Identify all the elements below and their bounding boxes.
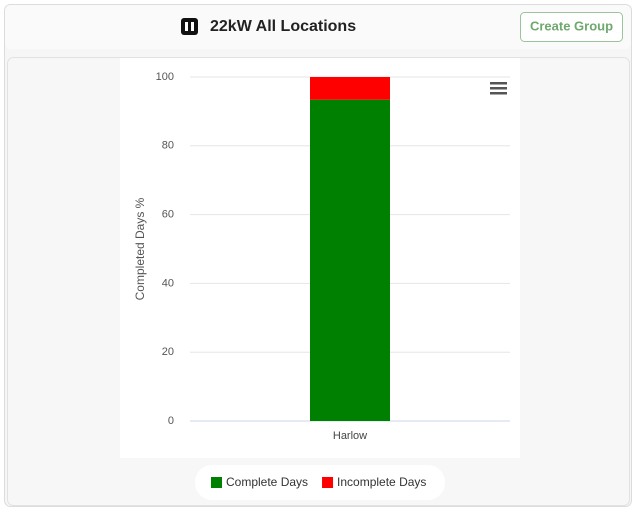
bar-segment bbox=[310, 77, 390, 100]
header-title: 22kW All Locations bbox=[210, 18, 356, 35]
legend-label: Complete Days bbox=[226, 475, 308, 489]
y-tick-label: 80 bbox=[162, 140, 174, 152]
create-group-label[interactable]: Create Group bbox=[530, 18, 613, 33]
y-axis-title: Completed Days % bbox=[133, 197, 147, 300]
legend-swatch bbox=[211, 477, 222, 488]
bar-segment bbox=[310, 99, 390, 421]
y-tick-label: 100 bbox=[156, 71, 174, 83]
y-tick-label: 40 bbox=[162, 277, 174, 289]
y-tick-label: 20 bbox=[162, 346, 174, 358]
plug-icon bbox=[181, 18, 198, 35]
menu-icon[interactable] bbox=[490, 82, 507, 95]
x-tick-label: Harlow bbox=[333, 430, 367, 442]
y-tick-label: 60 bbox=[162, 209, 174, 221]
create-group-button[interactable] bbox=[520, 12, 623, 42]
y-tick-label: 0 bbox=[168, 415, 174, 427]
legend-label: Incomplete Days bbox=[337, 475, 426, 489]
legend-swatch bbox=[322, 477, 334, 488]
card-header bbox=[5, 5, 631, 49]
legend-box bbox=[195, 465, 445, 500]
